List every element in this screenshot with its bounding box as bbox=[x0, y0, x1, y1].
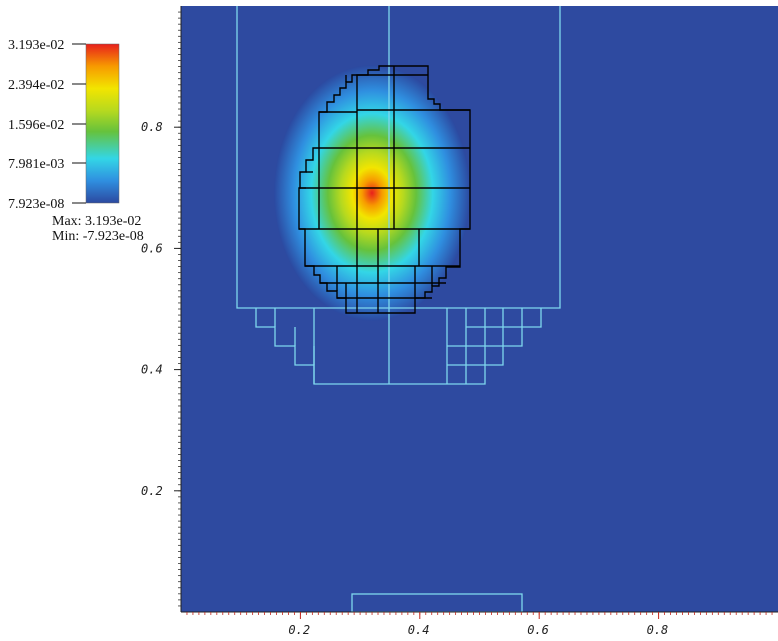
x-minor-ticks bbox=[186, 612, 773, 615]
mesh-bottom-box bbox=[351, 593, 523, 612]
colorbar-label-min: 7.923e-08 bbox=[8, 197, 64, 212]
colorbar-label: 7.981e-03 bbox=[8, 157, 64, 172]
colorbar-swatch bbox=[85, 43, 120, 204]
colorbar-label: 1.596e-02 bbox=[8, 118, 64, 133]
x-tick-label: 0.2 bbox=[288, 623, 310, 637]
plot-area bbox=[181, 6, 778, 612]
y-minor-ticks bbox=[178, 11, 181, 607]
colorbar-legend: 3.193e-02 2.394e-02 1.596e-02 7.981e-03 … bbox=[8, 38, 144, 244]
mesh-outline bbox=[236, 6, 561, 309]
y-tick-label: 0.6 bbox=[141, 241, 163, 255]
field-hotspot bbox=[274, 65, 470, 321]
colorbar-label-max: 3.193e-02 bbox=[8, 38, 64, 53]
y-tick-label: 0.2 bbox=[141, 484, 163, 498]
x-tick-label: 0.8 bbox=[647, 623, 669, 637]
cell-outline bbox=[298, 74, 357, 314]
colorbar-label: 2.394e-02 bbox=[8, 78, 64, 93]
x-tick-label: 0.4 bbox=[408, 623, 430, 637]
y-tick-label: 0.8 bbox=[141, 120, 163, 134]
colorbar-min-readout: Min: -7.923e-08 bbox=[52, 229, 144, 244]
major-ticks: 0.2 0.4 0.6 0.8 0.2 0.4 0.6 0.8 bbox=[141, 120, 668, 637]
y-tick-label: 0.4 bbox=[141, 363, 163, 377]
colorbar-max-readout: Max: 3.193e-02 bbox=[52, 214, 141, 229]
x-tick-label: 0.6 bbox=[527, 623, 549, 637]
mesh-lines bbox=[236, 6, 561, 612]
refined-cells bbox=[298, 65, 471, 314]
